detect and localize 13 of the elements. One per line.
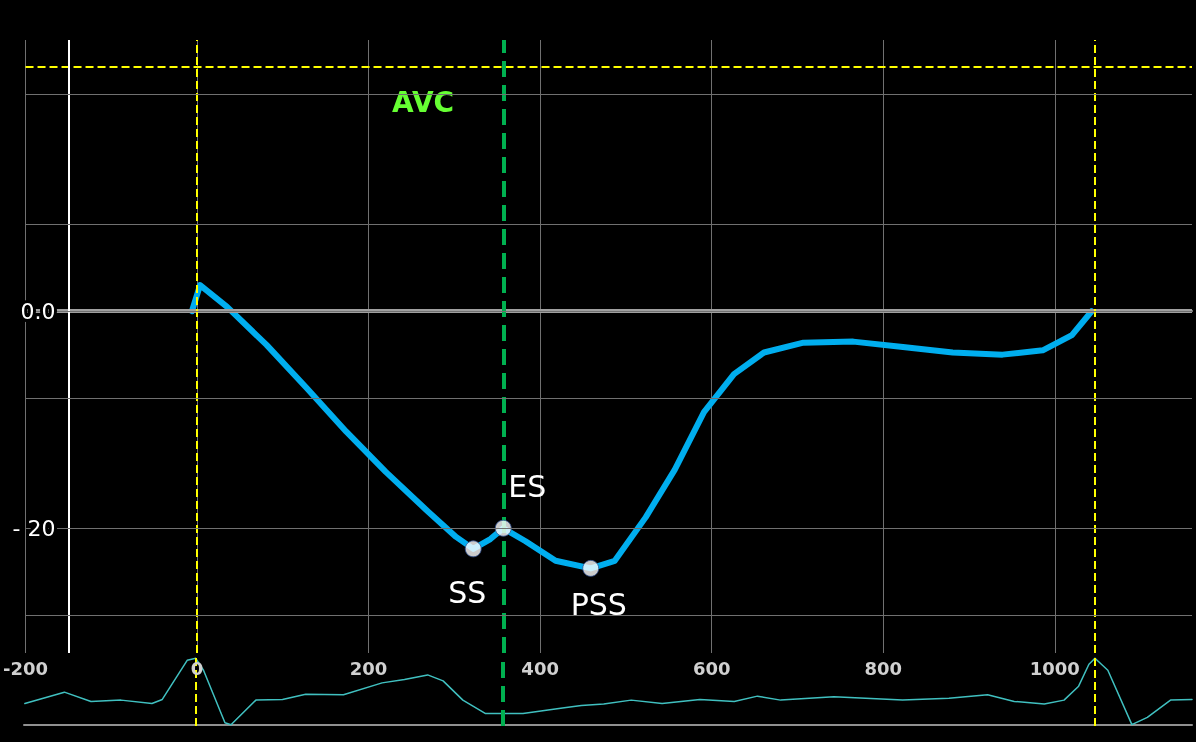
- x-tick-label: 400: [521, 657, 559, 679]
- x-tick-label: 1000: [1029, 657, 1080, 679]
- point: [494, 519, 512, 537]
- annotation: SS: [448, 575, 487, 611]
- x-tick-label: -200: [3, 657, 49, 679]
- annotation: ES: [508, 468, 547, 504]
- x-tick-label: 800: [864, 657, 903, 679]
- point: [464, 540, 482, 558]
- x-tick-label: 600: [692, 657, 731, 679]
- point: [582, 559, 600, 577]
- x-tick-label: 200: [349, 657, 388, 679]
- annotation: PSS: [570, 586, 627, 622]
- y-tick-label: - 20: [12, 515, 56, 541]
